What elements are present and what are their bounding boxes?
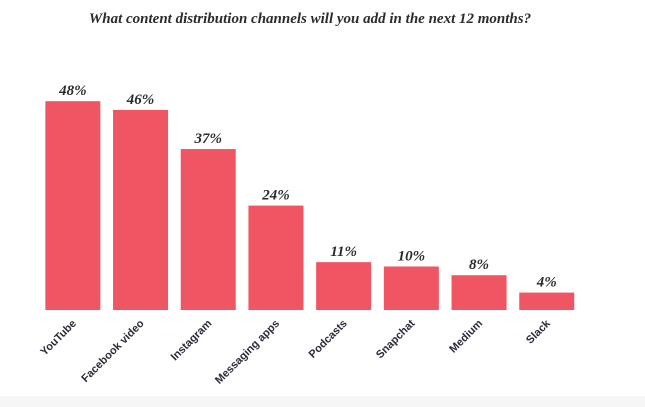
x-tick-label: Slack <box>524 317 553 346</box>
bar <box>45 101 101 310</box>
x-tick-label: Snapchat <box>374 317 418 361</box>
bar <box>383 266 439 310</box>
x-tick-label: Podcasts <box>307 318 350 361</box>
value-label: 46% <box>126 92 155 108</box>
bar <box>519 292 575 310</box>
bar <box>113 109 169 311</box>
x-tick-label: Medium <box>447 317 485 355</box>
value-label: 37% <box>194 131 223 147</box>
x-tick-label: YouTube <box>38 318 79 359</box>
bar <box>316 262 372 310</box>
bar <box>248 205 304 310</box>
value-label: 8% <box>469 257 489 273</box>
x-tick-label: Instagram <box>169 317 215 363</box>
value-label: 11% <box>330 244 357 260</box>
value-label: 24% <box>261 188 290 204</box>
x-tick-label: Messaging apps <box>213 318 282 387</box>
bottom-strip <box>0 396 645 407</box>
chart-title: What content distribution channels will … <box>89 11 531 27</box>
bar <box>451 275 507 310</box>
value-label: 4% <box>536 275 557 291</box>
bar <box>180 149 236 310</box>
x-tick-label: Facebook video <box>79 317 146 384</box>
value-label: 10% <box>398 249 426 265</box>
value-label: 48% <box>58 83 87 99</box>
